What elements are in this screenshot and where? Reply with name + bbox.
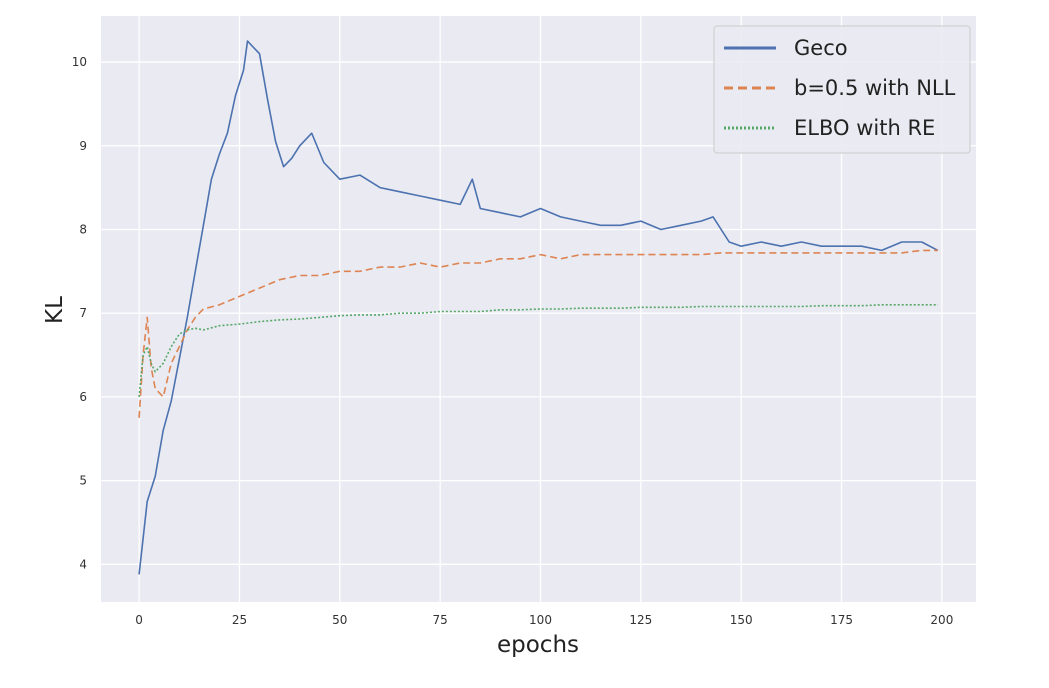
legend-label: b=0.5 with NLL bbox=[794, 76, 956, 100]
x-tick-label: 50 bbox=[332, 613, 347, 627]
y-tick-label: 5 bbox=[79, 474, 87, 488]
x-tick-label: 175 bbox=[830, 613, 853, 627]
legend-label: ELBO with RE bbox=[794, 116, 935, 140]
legend-label: Geco bbox=[794, 36, 848, 60]
y-tick-label: 10 bbox=[72, 55, 87, 69]
x-axis-label: epochs bbox=[497, 632, 579, 658]
y-axis-label: KL bbox=[42, 296, 68, 324]
x-tick-label: 75 bbox=[433, 613, 448, 627]
series-line-3 bbox=[138, 303, 938, 397]
x-tick-label: 125 bbox=[629, 613, 652, 627]
y-tick-labels: 4 5 6 7 8 9 10 bbox=[72, 55, 87, 571]
legend: Geco b=0.5 with NLL ELBO with RE bbox=[713, 25, 971, 154]
series-line-1 bbox=[138, 40, 939, 575]
x-tick-labels: 0 25 50 75 100 125 150 175 200 bbox=[135, 613, 953, 627]
x-tick-label: 150 bbox=[730, 613, 753, 627]
series-line-2 bbox=[138, 249, 938, 418]
x-tick-label: 100 bbox=[529, 613, 552, 627]
series-layer bbox=[138, 40, 939, 575]
y-tick-label: 9 bbox=[79, 139, 87, 153]
y-tick-label: 7 bbox=[79, 306, 87, 320]
x-tick-label: 200 bbox=[930, 613, 953, 627]
x-tick-label: 25 bbox=[232, 613, 247, 627]
y-tick-label: 4 bbox=[79, 557, 87, 571]
y-tick-label: 8 bbox=[79, 222, 87, 236]
y-tick-label: 6 bbox=[79, 390, 87, 404]
x-tick-label: 0 bbox=[135, 613, 143, 627]
legend-box bbox=[713, 25, 971, 154]
